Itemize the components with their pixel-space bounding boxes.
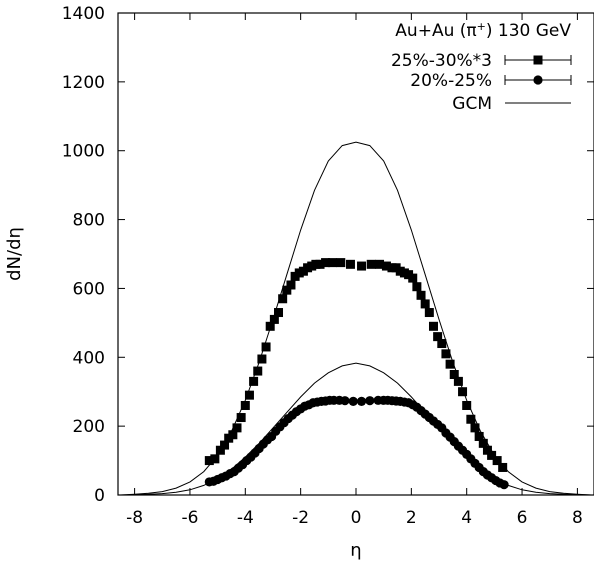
square-point	[261, 342, 271, 352]
square-point	[408, 273, 418, 283]
square-point	[265, 321, 275, 331]
y-tick-label: 800	[73, 211, 105, 231]
square-point	[257, 354, 267, 364]
square-point	[345, 259, 355, 269]
square-point	[244, 390, 254, 400]
square-point	[215, 445, 225, 455]
square-point	[228, 430, 238, 440]
square-point	[210, 454, 220, 464]
square-point	[282, 285, 292, 295]
circle-point	[365, 396, 375, 406]
circle-point	[348, 396, 358, 406]
square-point	[424, 308, 434, 318]
square-point	[428, 321, 438, 331]
square-point	[253, 366, 263, 376]
y-tick-label: 600	[73, 279, 105, 299]
square-point	[286, 280, 296, 290]
x-tick-label: 6	[517, 508, 528, 528]
legend-label-gcm: GCM	[452, 94, 492, 114]
square-point	[416, 290, 426, 300]
x-tick-label: 4	[461, 508, 472, 528]
square-point	[315, 259, 325, 269]
square-point	[449, 370, 459, 379]
square-point	[441, 349, 451, 359]
square-point	[220, 440, 230, 450]
square-point	[274, 308, 284, 318]
square-point	[327, 258, 337, 268]
square-point	[375, 259, 385, 269]
y-tick-label: 1000	[62, 142, 105, 162]
x-tick-label: 8	[572, 508, 583, 528]
square-point	[412, 282, 422, 292]
legend-title: Au+Au (π+) 130 GeV	[395, 20, 571, 42]
square-point	[458, 387, 468, 397]
square-point	[445, 359, 455, 369]
legend-sample-20-25-marker	[533, 75, 543, 85]
legend-sample-25-30-marker	[533, 55, 543, 65]
square-point	[470, 423, 480, 433]
y-axis-label: dN/dη	[4, 227, 25, 281]
legend-label-20-25: 20%-25%	[410, 71, 492, 91]
square-point	[492, 456, 502, 466]
gcm-curve-1	[120, 141, 592, 496]
legend-label-25-30: 25%-30%*3	[391, 51, 492, 71]
square-point	[466, 414, 476, 424]
square-point	[336, 258, 346, 268]
y-tick-label: 1200	[62, 73, 105, 93]
legend-samples	[504, 55, 572, 104]
square-point	[249, 376, 259, 386]
square-point	[433, 332, 443, 342]
square-point	[357, 261, 367, 271]
square-point	[204, 456, 214, 466]
square-point	[487, 450, 497, 460]
square-point	[232, 423, 242, 433]
circle-point	[499, 480, 509, 490]
x-tick-label: 2	[406, 508, 417, 528]
plot-frame	[117, 12, 594, 496]
square-point	[420, 299, 430, 309]
y-tick-label: 400	[73, 348, 105, 368]
square-point	[462, 400, 472, 410]
axis-ticks: -8 -6 -4 -2 0 2 4 6 8 0 200 400 600 800 1000 1200 1400	[62, 4, 594, 528]
x-tick-label: -2	[292, 508, 309, 528]
square-point	[498, 462, 508, 472]
data-points	[204, 258, 509, 490]
x-tick-label: 0	[351, 508, 362, 528]
y-tick-label: 1400	[62, 4, 105, 24]
square-point	[437, 339, 447, 349]
square-point	[381, 261, 391, 271]
y-tick-label: 0	[94, 486, 105, 506]
x-tick-label: -4	[237, 508, 254, 528]
legend: Au+Au (π+) 130 GeV 25%-30%*3 20%-25% GCM	[391, 20, 572, 114]
gcm-curve-2	[120, 362, 592, 496]
gcm-curves	[120, 141, 592, 496]
square-point	[236, 413, 246, 423]
circle-point	[340, 396, 350, 406]
square-point	[474, 431, 484, 441]
y-tick-label: 200	[73, 417, 105, 437]
square-point	[269, 314, 279, 324]
square-point	[278, 294, 288, 304]
square-point	[366, 259, 376, 269]
x-tick-label: -6	[181, 508, 198, 528]
x-axis-label: η	[350, 540, 361, 561]
square-point	[240, 400, 250, 410]
circle-point	[356, 396, 367, 406]
square-point	[478, 438, 488, 448]
square-point	[453, 376, 463, 386]
square-point	[321, 258, 331, 268]
square-point	[482, 445, 492, 455]
x-tick-label: -8	[126, 508, 143, 528]
